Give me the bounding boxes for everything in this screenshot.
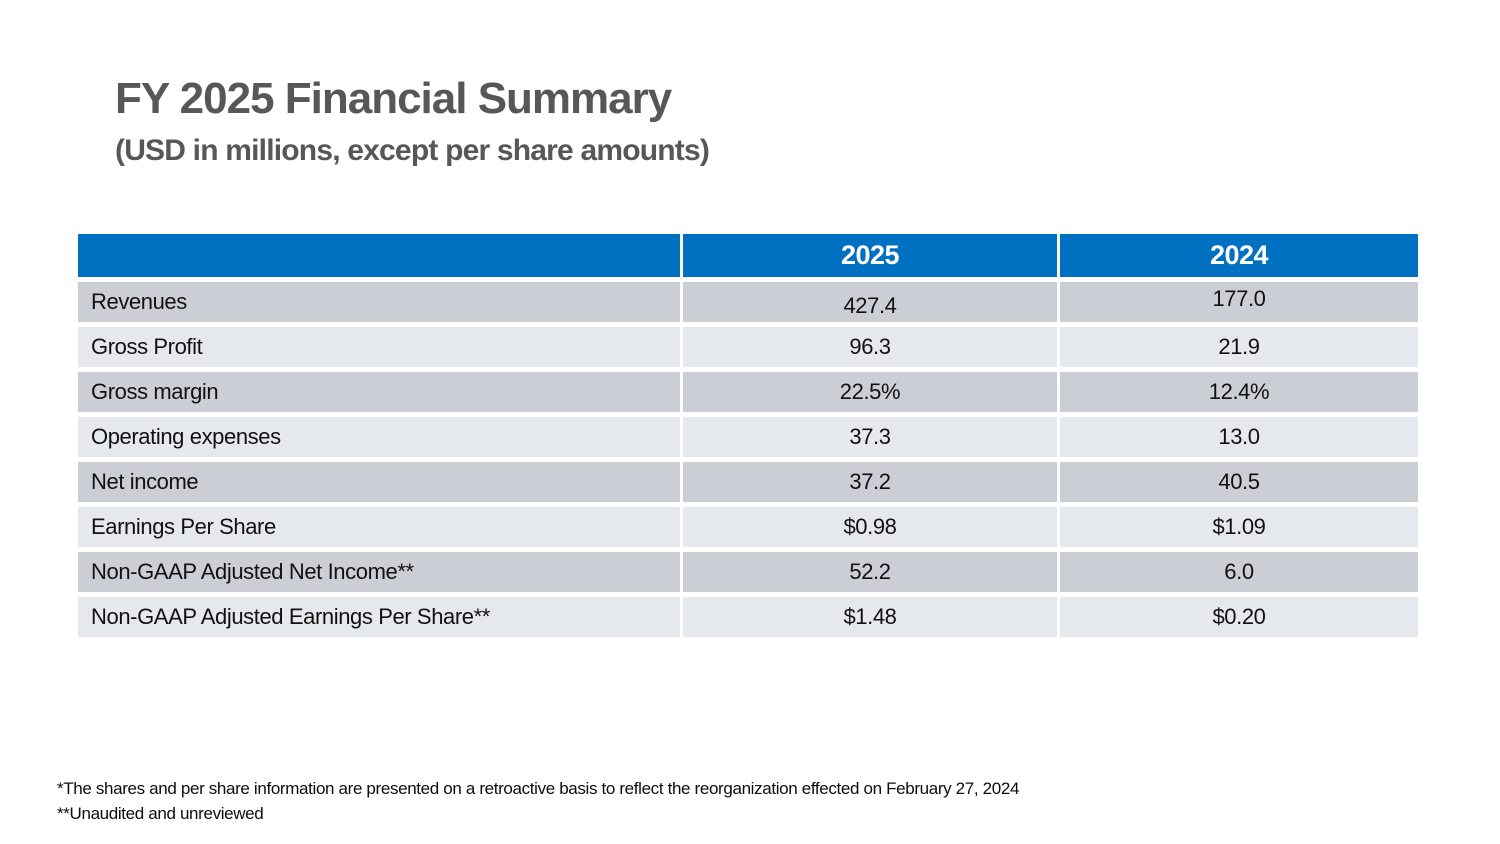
row-value-gross-profit-2025: 96.3	[683, 327, 1057, 367]
row-value-operating-expenses-2025: 37.3	[683, 417, 1057, 457]
row-label-revenues: Revenues	[78, 282, 680, 322]
row-label-net-income: Net income	[78, 462, 680, 502]
row-label-non-gaap-net-income: Non-GAAP Adjusted Net Income**	[78, 552, 680, 592]
row-value-revenues-2024: 177.0	[1060, 282, 1418, 322]
row-value-net-income-2025: 37.2	[683, 462, 1057, 502]
row-label-gross-profit: Gross Profit	[78, 327, 680, 367]
row-value-non-gaap-net-income-2024: 6.0	[1060, 552, 1418, 592]
row-value-revenues-2025: 427.4	[683, 282, 1057, 322]
page-title: FY 2025 Financial Summary	[115, 74, 672, 123]
row-value-non-gaap-eps-2024: $0.20	[1060, 597, 1418, 637]
row-value-gross-margin-2025: 22.5%	[683, 372, 1057, 412]
row-label-eps: Earnings Per Share	[78, 507, 680, 547]
table-header-2024: 2024	[1060, 234, 1418, 277]
row-label-non-gaap-eps: Non-GAAP Adjusted Earnings Per Share**	[78, 597, 680, 637]
footnote-unaudited: **Unaudited and unreviewed	[57, 804, 264, 823]
row-value-gross-profit-2024: 21.9	[1060, 327, 1418, 367]
table-header-2025: 2025	[683, 234, 1057, 277]
row-value-net-income-2024: 40.5	[1060, 462, 1418, 502]
row-value-operating-expenses-2024: 13.0	[1060, 417, 1418, 457]
row-label-operating-expenses: Operating expenses	[78, 417, 680, 457]
row-value-eps-2025: $0.98	[683, 507, 1057, 547]
title-block: FY 2025 Financial Summary (USD in millio…	[115, 74, 710, 168]
financial-summary-table: 2025 2024 Revenues 427.4 177.0 Gross Pro…	[78, 234, 1421, 637]
page-subtitle: (USD in millions, except per share amoun…	[115, 133, 710, 167]
row-value-eps-2024: $1.09	[1060, 507, 1418, 547]
footnotes: *The shares and per share information ar…	[57, 776, 1019, 826]
row-value-non-gaap-net-income-2025: 52.2	[683, 552, 1057, 592]
row-value-non-gaap-eps-2025: $1.48	[683, 597, 1057, 637]
row-value-gross-margin-2024: 12.4%	[1060, 372, 1418, 412]
footnote-retroactive: *The shares and per share information ar…	[57, 779, 1020, 798]
table-header-empty	[78, 234, 680, 277]
row-label-gross-margin: Gross margin	[78, 372, 680, 412]
